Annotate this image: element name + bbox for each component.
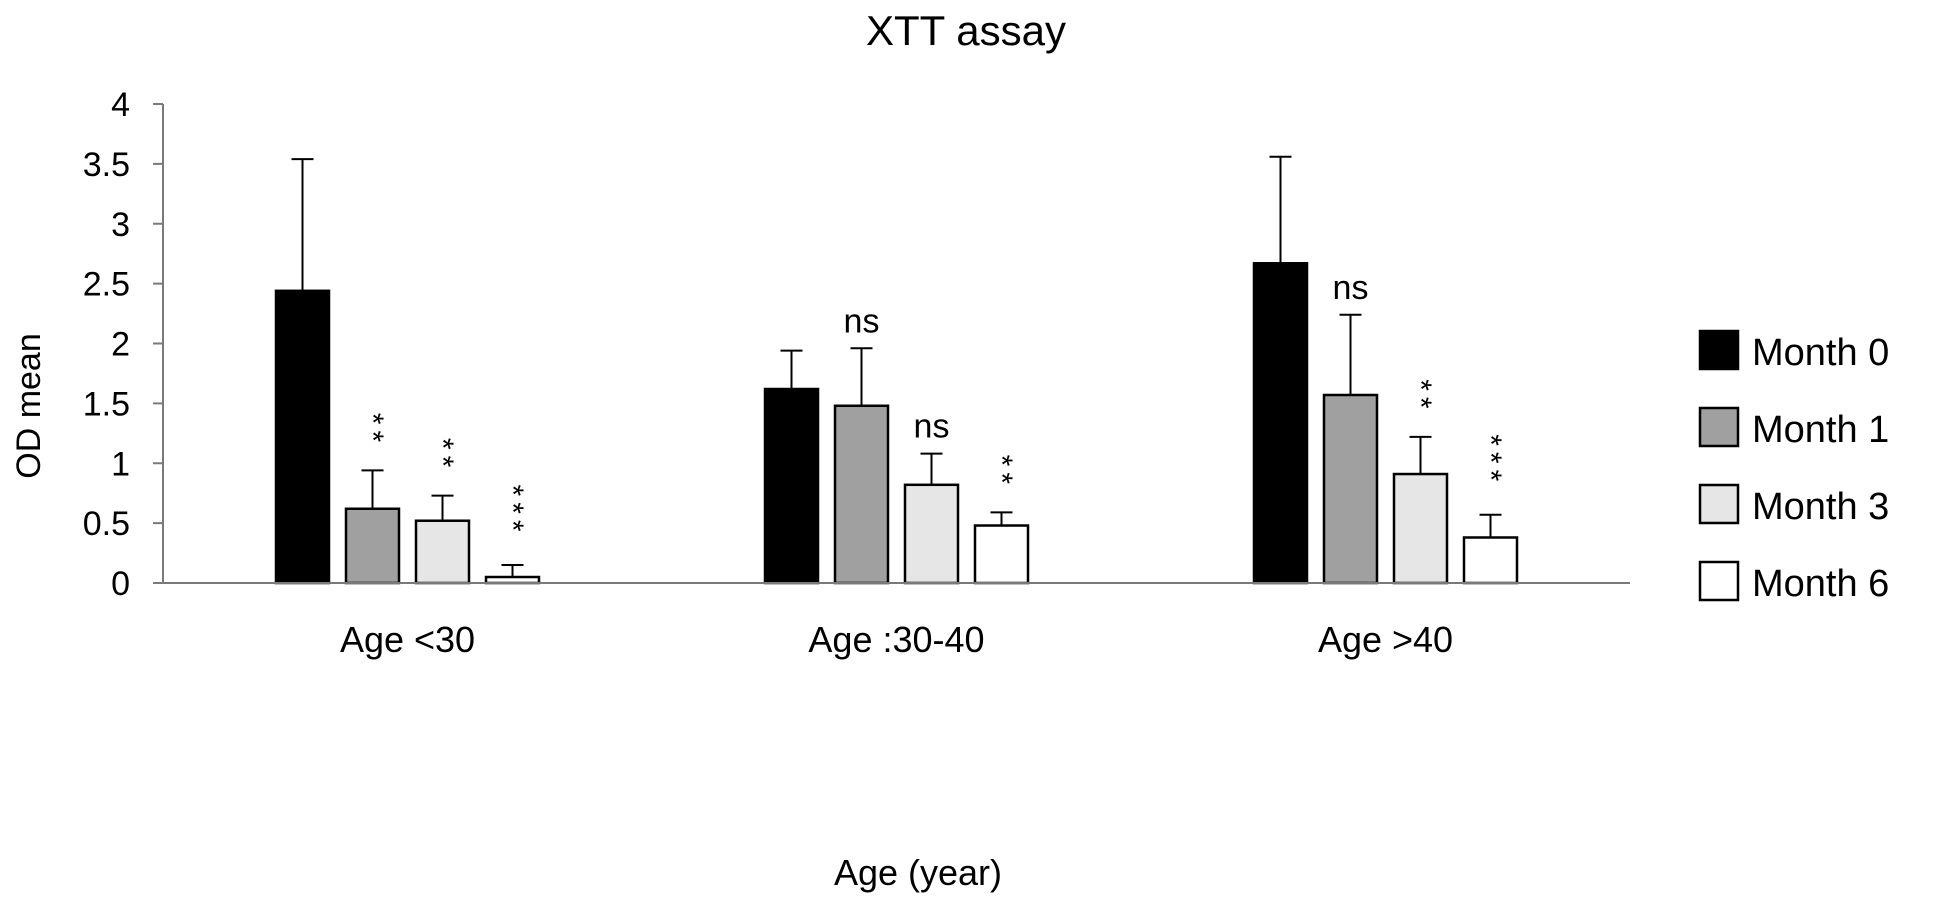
x-category-label: Age >40 xyxy=(1318,619,1453,660)
bar xyxy=(1252,262,1309,585)
legend-label: Month 3 xyxy=(1752,486,1889,528)
bars xyxy=(274,262,1519,585)
error-bars xyxy=(291,155,1502,578)
significance-label: *** xyxy=(496,485,529,538)
legend-swatch xyxy=(1698,329,1740,371)
bar xyxy=(973,524,1030,585)
significance-label: *** xyxy=(1474,434,1507,487)
y-axis-ticks: 0 0.5 1 1.5 2 2.5 3 3.5 4 xyxy=(83,86,163,603)
y-tick-label: 0.5 xyxy=(83,505,130,543)
legend-swatch xyxy=(1698,560,1740,602)
legend-label: Month 0 xyxy=(1752,332,1889,374)
bar xyxy=(1322,393,1379,585)
bar xyxy=(274,289,331,585)
legend-swatch xyxy=(1698,406,1740,448)
y-tick-label: 2.5 xyxy=(83,266,130,304)
y-tick-label: 4 xyxy=(111,86,130,124)
axes xyxy=(162,104,1630,584)
bar xyxy=(1392,472,1449,585)
bar xyxy=(903,483,960,585)
significance-label: ns xyxy=(1333,269,1369,307)
y-tick-label: 2 xyxy=(111,326,130,364)
bar xyxy=(414,519,471,585)
legend-label: Month 1 xyxy=(1752,409,1889,451)
x-axis-label: Age (year) xyxy=(834,852,1002,893)
y-tick-label: 0 xyxy=(111,565,130,603)
y-tick-label: 1 xyxy=(111,445,130,483)
y-tick-label: 3 xyxy=(111,206,130,244)
significance-label: ns xyxy=(844,302,880,340)
bar xyxy=(344,507,401,585)
chart-title: XTT assay xyxy=(866,7,1066,54)
significance-label: ** xyxy=(426,438,459,473)
significance-label: ** xyxy=(356,413,389,448)
bar xyxy=(763,387,820,585)
legend-label: Month 6 xyxy=(1752,563,1889,605)
significance-label: ** xyxy=(985,455,1018,490)
significance-label: ** xyxy=(1404,379,1437,414)
bar xyxy=(833,404,890,585)
y-axis-label: OD mean xyxy=(10,333,48,479)
legend: Month 0 Month 1 Month 3 Month 6 xyxy=(1698,329,1889,605)
x-category-label: Age <30 xyxy=(340,619,475,660)
y-tick-label: 1.5 xyxy=(83,385,130,423)
x-axis-categories: Age <30 Age :30-40 Age >40 xyxy=(340,619,1453,660)
bar xyxy=(1462,536,1519,585)
legend-swatch xyxy=(1698,483,1740,525)
y-tick-label: 3.5 xyxy=(83,146,130,184)
x-category-label: Age :30-40 xyxy=(808,619,984,660)
significance-label: ns xyxy=(914,408,950,446)
